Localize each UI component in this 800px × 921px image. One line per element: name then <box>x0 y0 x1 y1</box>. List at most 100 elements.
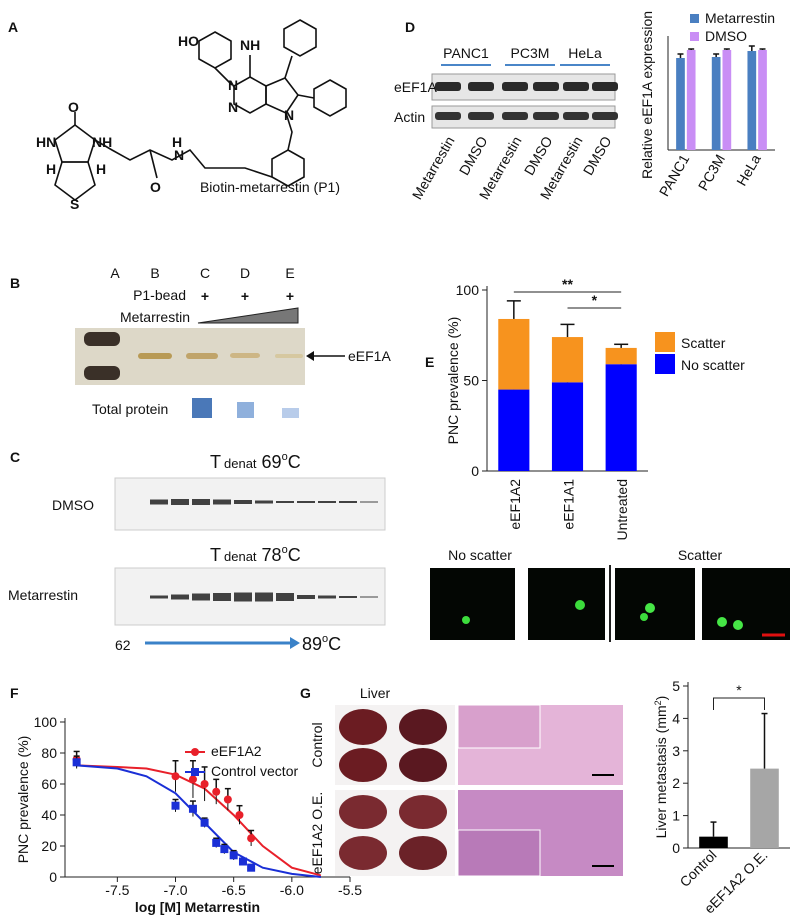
blot-band <box>171 594 189 600</box>
blot-band <box>502 112 528 120</box>
blot-band <box>255 592 273 602</box>
lane-label: C <box>200 265 210 281</box>
protein-square <box>237 402 254 418</box>
band-label: eEF1A <box>348 348 391 364</box>
y-tick-label: 0 <box>471 463 479 479</box>
x-tick-label: -7.5 <box>105 882 129 898</box>
bond <box>284 55 293 79</box>
sig-bracket <box>713 697 765 710</box>
atom-label: S <box>70 196 79 212</box>
temp-label-part: denat <box>224 456 257 471</box>
blot-band <box>592 112 618 120</box>
y-axis-label-part: 2 <box>653 700 663 705</box>
ring <box>283 19 317 57</box>
temp-label-part: T <box>210 545 221 565</box>
row-label: P1-bead <box>133 287 186 303</box>
point <box>238 857 247 866</box>
plus: + <box>286 288 294 304</box>
bar <box>676 58 685 150</box>
y-tick-label: 3 <box>672 743 680 759</box>
temp-label-part: o <box>282 544 288 556</box>
micrograph <box>430 568 515 640</box>
blot-band <box>318 501 336 503</box>
bar <box>747 51 757 150</box>
ladder-band <box>84 332 120 346</box>
gel-band <box>138 353 172 359</box>
legend-label: Control vector <box>211 763 298 779</box>
ring <box>271 149 305 187</box>
temp-label-part: 78 <box>262 545 282 565</box>
bar-segment <box>605 347 637 365</box>
y-tick-label: 100 <box>456 282 480 298</box>
atom-label: H <box>46 161 56 177</box>
blot-band <box>468 82 494 91</box>
atom-label: NH <box>240 37 260 53</box>
legend-marker <box>191 748 199 756</box>
blot-band <box>213 499 231 505</box>
blot-band <box>360 501 378 503</box>
blot-band <box>360 596 378 598</box>
atom-label: N <box>174 147 184 163</box>
range-label: 62 <box>115 637 131 653</box>
range-label-part: C <box>328 634 341 654</box>
plus: + <box>241 288 249 304</box>
micrograph <box>528 568 605 640</box>
atom-label: O <box>68 99 79 115</box>
cell-spot <box>733 620 743 630</box>
organ-label: Liver <box>360 685 391 701</box>
bar-segment <box>498 318 530 390</box>
gel-band <box>275 354 303 358</box>
blot-band <box>435 112 461 120</box>
liver <box>399 795 447 829</box>
liver <box>399 748 447 782</box>
y-tick-label: 0 <box>672 840 680 856</box>
bar <box>699 836 728 848</box>
image-title: Scatter <box>678 547 723 563</box>
y-axis-label: PNC prevalence (%) <box>445 317 461 445</box>
micrograph <box>615 568 695 640</box>
blot-band <box>533 82 559 91</box>
y-tick-label: 5 <box>672 678 680 694</box>
x-tick-label: Untreated <box>614 479 630 540</box>
blot-band <box>276 501 294 503</box>
legend-swatch <box>655 332 675 352</box>
y-axis-label-part: ) <box>653 696 669 701</box>
cell-spot <box>462 616 470 624</box>
panel-letter: B <box>10 275 20 291</box>
point <box>188 775 197 784</box>
bar <box>686 50 696 150</box>
range-label: 89oC <box>302 633 341 654</box>
lane-label: B <box>150 265 159 281</box>
atom-label: H <box>172 134 182 150</box>
cell-spot <box>575 600 585 610</box>
bond <box>285 112 293 151</box>
y-tick-label: 60 <box>41 776 57 792</box>
range-label-part: o <box>322 633 328 645</box>
y-axis-label-part: Liver metastasis (mm <box>653 705 669 838</box>
panel-letter: G <box>300 685 311 701</box>
legend-swatch <box>690 32 699 41</box>
ring <box>233 76 267 114</box>
image-title: No scatter <box>448 547 512 563</box>
lane-label: DMSO <box>580 133 615 177</box>
bar <box>722 50 732 150</box>
ring <box>313 79 347 117</box>
blot-band <box>150 595 168 599</box>
row-label: eEF1A <box>394 79 437 95</box>
point <box>247 863 256 872</box>
lane-label: D <box>240 265 250 281</box>
lane-label: DMSO <box>456 133 491 177</box>
point <box>200 780 209 788</box>
cell-spot <box>717 617 727 627</box>
point <box>171 801 180 810</box>
blot-band <box>171 499 189 505</box>
liver <box>339 836 387 870</box>
cell-line: HeLa <box>568 45 602 61</box>
y-axis-label: PNC prevalence (%) <box>15 736 31 864</box>
legend-swatch <box>690 14 699 23</box>
bar <box>711 57 721 150</box>
liver <box>399 709 447 745</box>
point <box>235 811 244 819</box>
blot-band <box>533 112 559 120</box>
